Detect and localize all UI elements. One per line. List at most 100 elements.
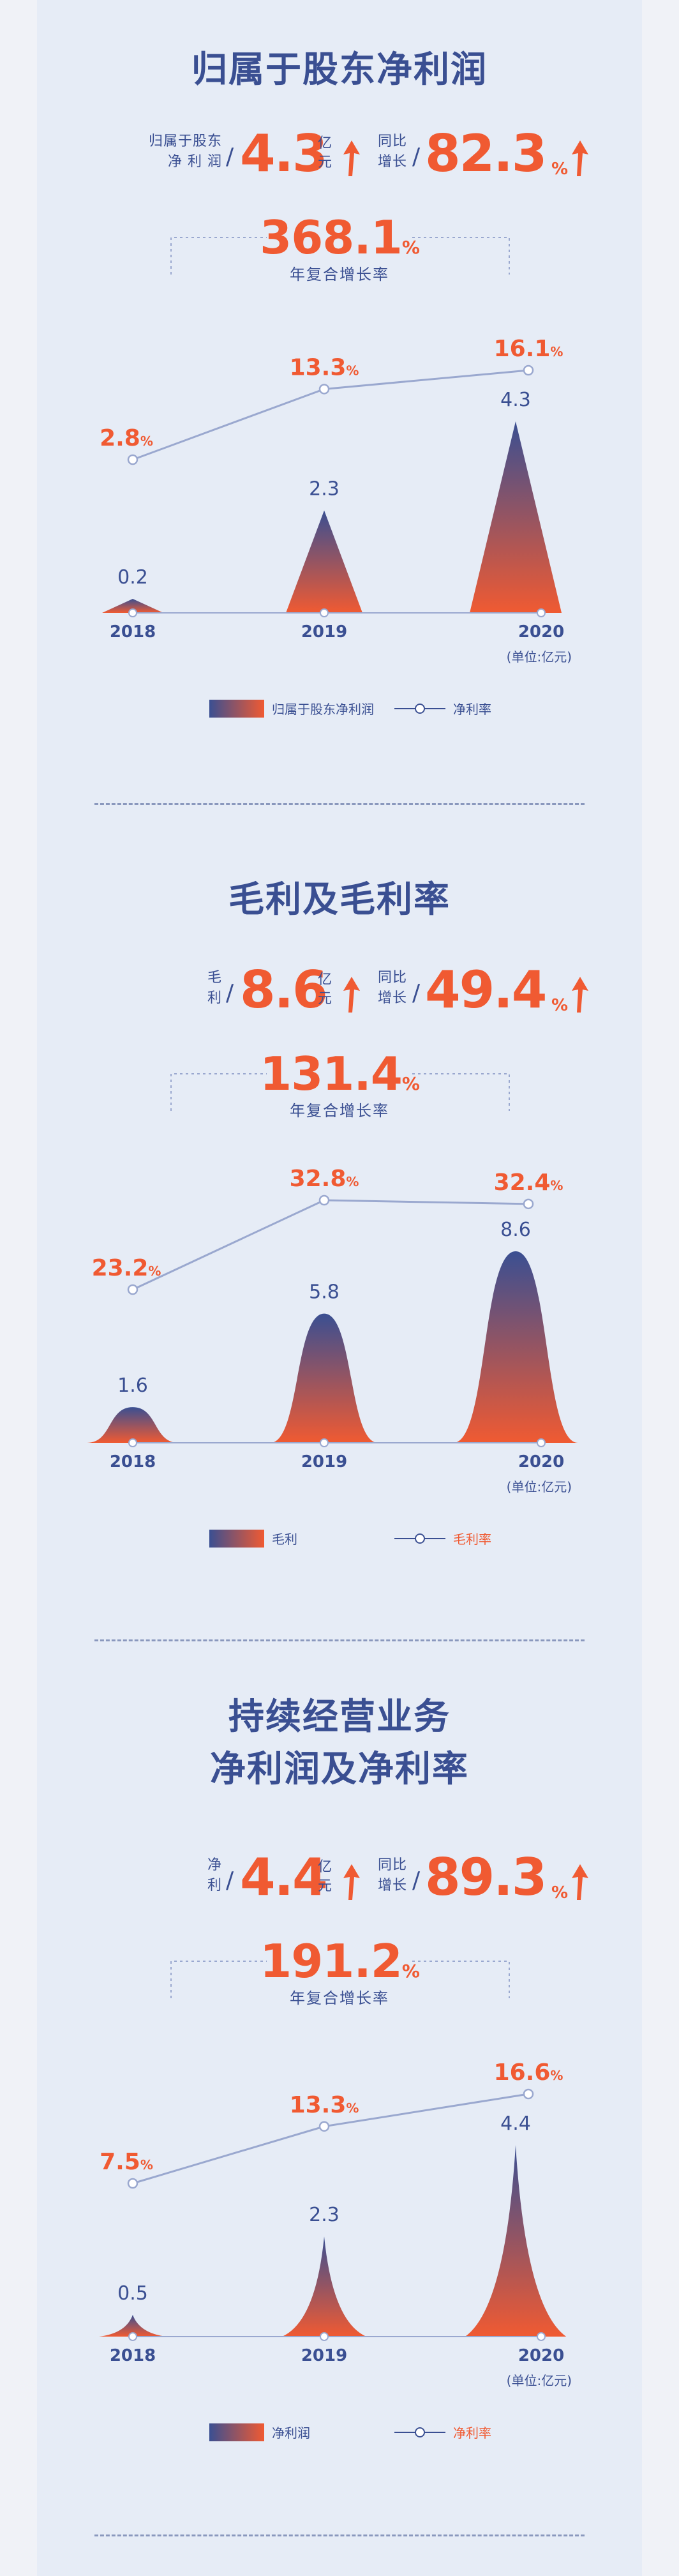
axis-tick-marker	[537, 1438, 546, 1447]
legend-bar-swatch	[209, 1530, 264, 1548]
kpi-right-label: 同比 增长	[350, 132, 407, 172]
line-point	[318, 2121, 330, 2132]
legend-bar-label: 毛利	[272, 1532, 297, 1547]
section-2: 毛利及毛利率毛利/8.6 亿元同比 增长/49.4% 131.4% 年复合增长率 1.6 5…	[37, 0, 642, 2576]
axis-tick-marker	[320, 1438, 329, 1447]
cagr-label: 年复合增长率	[290, 266, 389, 283]
section-divider	[94, 803, 585, 805]
kpi-right-label: 同比 增长	[350, 1855, 407, 1896]
kpi-left-unit-line: 元	[318, 154, 332, 170]
cagr-bracket	[170, 1073, 510, 1111]
kpi-left-unit-line: 亿	[318, 1859, 332, 1875]
kpi-right-label-line: 同比	[377, 1857, 407, 1873]
cagr-value: 191.2%	[37, 1934, 642, 1998]
up-arrow-icon	[343, 140, 360, 176]
cagr-number: 191.2	[260, 1934, 403, 1988]
bar-2018	[99, 2314, 167, 2337]
unit-note: (单位:亿元)	[507, 1479, 572, 1495]
line-point	[127, 1284, 138, 1295]
legend-line-label: 毛利率	[453, 1532, 491, 1547]
slash-divider: /	[412, 144, 421, 170]
kpi-left-value: 4.4	[240, 1848, 328, 1907]
section-title: 毛利及毛利率	[228, 879, 451, 921]
x-tick-label: 2018	[110, 2346, 156, 2365]
bar-2019	[270, 1313, 378, 1443]
bar-value-label: 0.2	[117, 566, 148, 589]
kpi-left-value: 8.6	[240, 960, 328, 1020]
cagr-number: 131.4	[260, 1047, 403, 1101]
bar-value-label: 2.3	[309, 2204, 340, 2226]
x-tick-label: 2020	[518, 2346, 564, 2365]
kpi-left-unit-line: 亿	[318, 135, 332, 151]
line-point	[523, 1198, 534, 1210]
bar-2018	[87, 1407, 179, 1443]
slash-divider: /	[226, 1867, 234, 1894]
cagr-label: 年复合增长率	[290, 1102, 389, 1120]
kpi-left-unit: 亿元	[318, 970, 332, 1009]
kpi-right-label: 同比 增长	[350, 968, 407, 1009]
bar-value-label: 5.8	[309, 1281, 340, 1304]
kpi-left-label: 毛利	[126, 968, 222, 1009]
kpi-right-label-line: 增长	[377, 990, 407, 1006]
kpi-left-label-line: 利	[207, 1878, 222, 1894]
cagr-pct: %	[401, 1073, 420, 1094]
kpi-left-unit: 亿元	[318, 134, 332, 172]
section-3: 持续经营业务 净利润及净利率净利/4.4 亿元同比 增长/89.3% 191.2% 年复合…	[37, 0, 642, 2576]
slash-divider: /	[412, 980, 421, 1006]
axis-tick-marker	[128, 1438, 137, 1447]
legend-bar-swatch	[209, 2423, 264, 2441]
bar-value-label: 1.6	[117, 1375, 148, 1397]
line-value-label: 13.3%	[290, 2092, 359, 2118]
x-tick-label: 2020	[518, 1452, 564, 1472]
x-tick-label: 2019	[301, 1452, 347, 1472]
kpi-right-label-line: 同比	[377, 970, 407, 986]
kpi-right-pct: %	[551, 996, 569, 1015]
x-tick-label: 2018	[110, 622, 156, 642]
bar-2018	[102, 599, 163, 613]
line-value-label: 23.2%	[92, 1255, 161, 1281]
bar-2019	[282, 2236, 366, 2337]
legend-bar-swatch	[209, 700, 264, 718]
kpi-right-value: 49.4	[425, 960, 547, 1020]
axis-tick-marker	[537, 608, 546, 617]
bar-2020	[470, 421, 562, 613]
legend-line-marker	[415, 704, 425, 714]
x-tick-label: 2019	[301, 622, 347, 642]
line-point	[318, 1194, 330, 1206]
line-value-label: 7.5%	[100, 2149, 153, 2175]
cagr-pct: %	[401, 1961, 420, 1982]
bar-value-label: 8.6	[500, 1219, 531, 1241]
legend-line-marker	[415, 2427, 425, 2437]
unit-note: (单位:亿元)	[507, 649, 572, 665]
unit-note: (单位:亿元)	[507, 2373, 572, 2388]
slash-divider: /	[412, 1867, 421, 1894]
legend-line-marker	[415, 1533, 425, 1544]
kpi-right-pct: %	[551, 160, 569, 179]
axis-tick-marker	[320, 2332, 329, 2341]
slash-divider: /	[226, 144, 234, 170]
kpi-left-unit-line: 亿	[318, 972, 332, 988]
cagr-value: 131.4%	[37, 1047, 642, 1111]
section-title: 持续经营业务	[228, 1696, 451, 1738]
cagr-value: 368.1%	[37, 211, 642, 275]
kpi-left-unit: 亿元	[318, 1858, 332, 1896]
kpi-right-value: 89.3	[425, 1848, 547, 1907]
kpi-left-unit-line: 元	[318, 1878, 332, 1894]
line-point	[127, 2178, 138, 2189]
kpi-left-value: 4.3	[240, 124, 328, 183]
x-tick-label: 2019	[301, 2346, 347, 2365]
cagr-label: 年复合增长率	[290, 1989, 389, 2007]
kpi-left-label-line: 净	[207, 1857, 222, 1873]
line-point	[523, 2088, 534, 2100]
kpi-right-label-line: 同比	[377, 133, 407, 149]
section-1: 归属于股东净利润 归属于股东净 利 润/4.3 亿元同比 增长/82.3% 368.1%…	[37, 0, 642, 2576]
chart-svg: 0.5 2.3 4.4 2018 2019 2020 (单位:亿元) 7.5% 13.3% 16.…	[99, 1961, 572, 2441]
line-value-label: 16.6%	[494, 2060, 563, 2086]
line-point	[318, 384, 330, 395]
up-arrow-icon	[343, 1864, 360, 1900]
bar-value-label: 4.3	[500, 389, 531, 411]
line-point	[127, 454, 138, 465]
cagr-number: 368.1	[260, 211, 403, 264]
